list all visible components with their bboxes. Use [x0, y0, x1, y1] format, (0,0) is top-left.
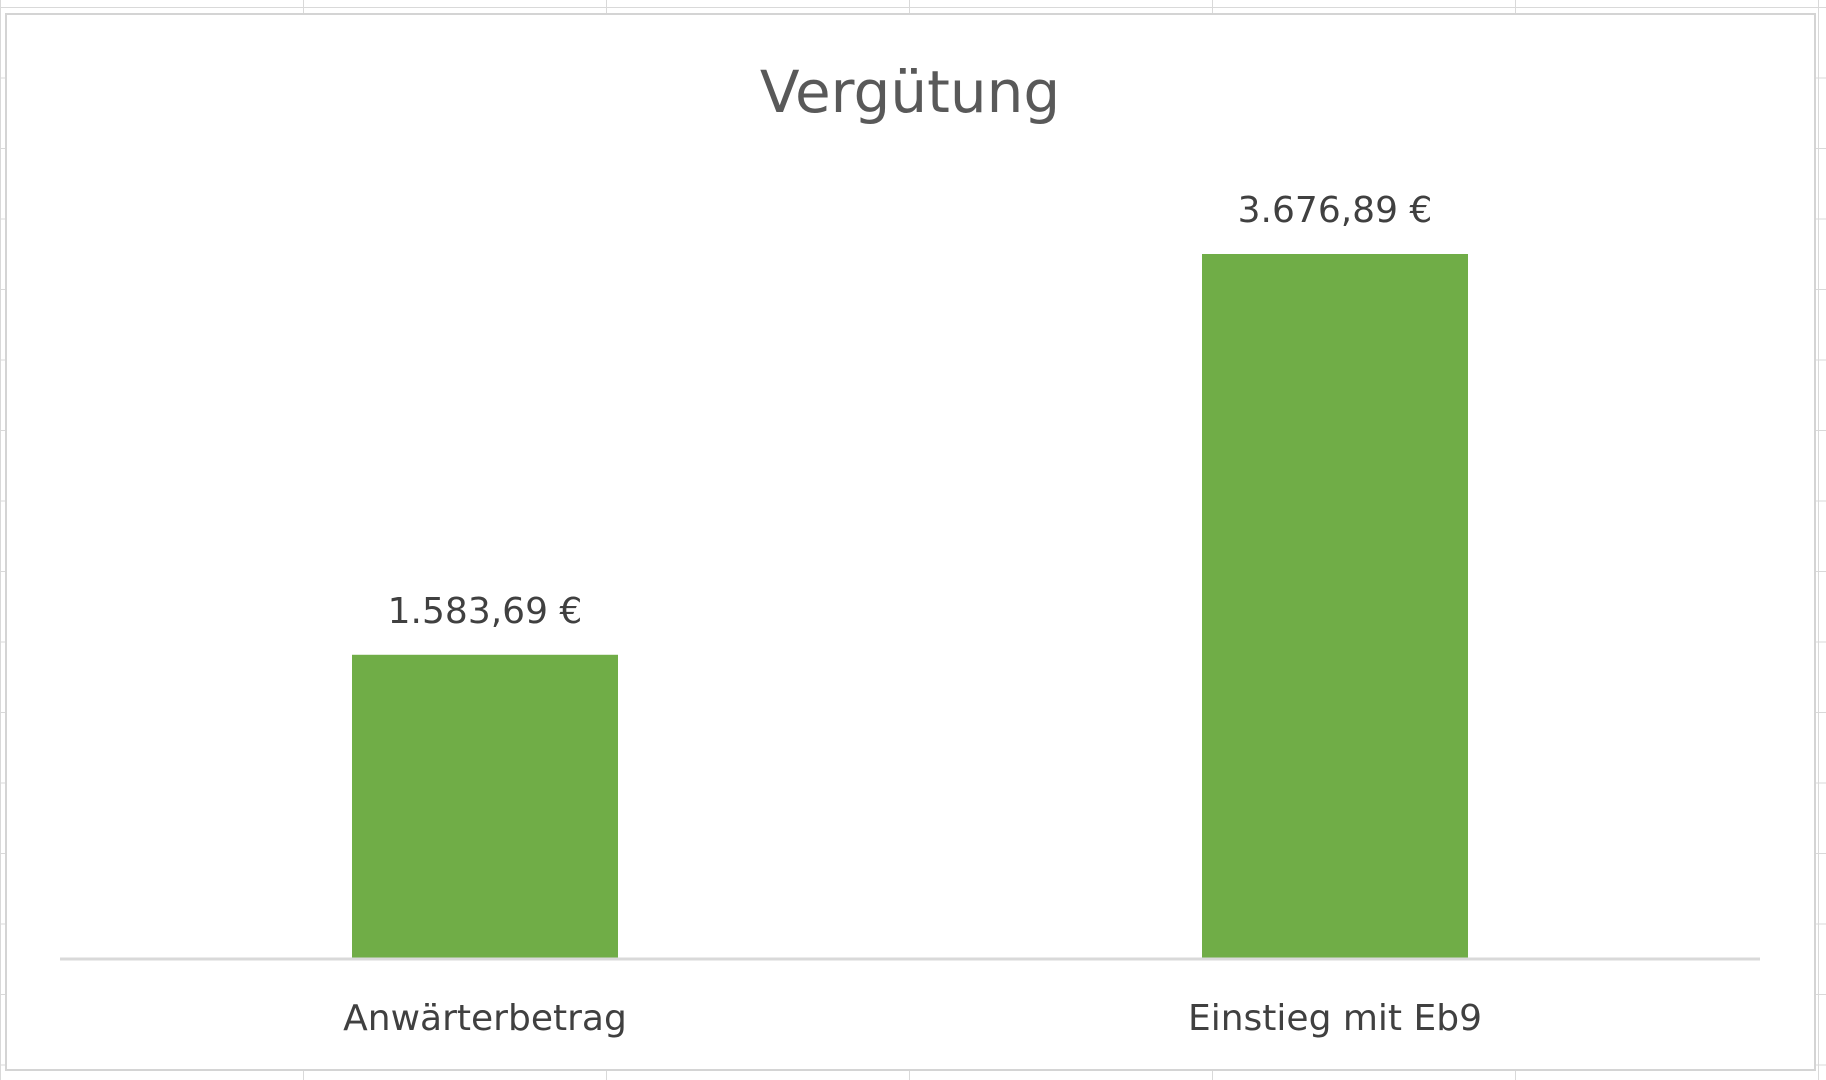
- data-labels-group: 1.583,69 € 3.676,89 €: [388, 190, 1433, 632]
- chart-area[interactable]: [5, 13, 1816, 1071]
- bar-1[interactable]: [352, 654, 618, 958]
- data-label-1: 1.583,69 €: [388, 591, 583, 632]
- x-axis-tick-labels: Anwärterbetrag Einstieg mit Eb9: [343, 998, 1482, 1039]
- bar-2[interactable]: [1202, 254, 1468, 958]
- data-label-2: 3.676,89 €: [1238, 190, 1433, 231]
- x-tick-label-1: Anwärterbetrag: [343, 998, 627, 1039]
- bars-group: [352, 254, 1468, 958]
- chart-title: Vergütung: [760, 58, 1060, 126]
- x-tick-label-2: Einstieg mit Eb9: [1188, 998, 1482, 1039]
